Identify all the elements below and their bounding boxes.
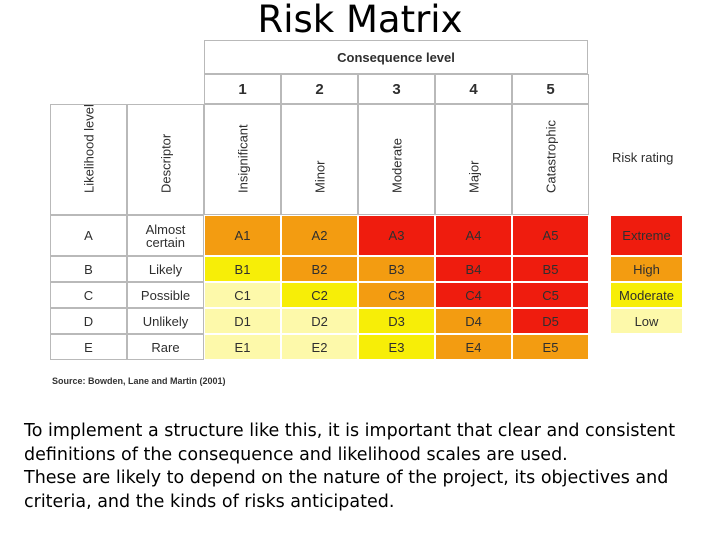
likelihood-level-C: C — [50, 282, 127, 308]
consequence-name-4: Major — [435, 104, 512, 215]
consequence-number-1: 1 — [204, 74, 281, 104]
consequence-name-3: Moderate — [358, 104, 435, 215]
matrix-cell-D4: D4 — [435, 308, 512, 334]
risk-rating-moderate: Moderate — [610, 282, 683, 308]
consequence-name-2: Minor — [281, 104, 358, 215]
body-paragraph-2: These are likely to depend on the nature… — [24, 468, 669, 512]
body-paragraph-1: To implement a structure like this, it i… — [24, 421, 676, 465]
descriptor-header-text: Descriptor — [158, 133, 173, 193]
consequence-number-4: 4 — [435, 74, 512, 104]
risk-rating-high: High — [610, 256, 683, 282]
consequence-name-3-text: Moderate — [389, 138, 404, 193]
likelihood-level-B: B — [50, 256, 127, 282]
consequence-name-5-text: Catastrophic — [543, 120, 558, 193]
consequence-number-3: 3 — [358, 74, 435, 104]
slide-title: Risk Matrix — [257, 0, 463, 41]
body-text: To implement a structure like this, it i… — [24, 420, 704, 514]
risk-rating-title: Risk rating — [612, 150, 674, 165]
descriptor-header: Descriptor — [127, 104, 204, 215]
matrix-cell-E5: E5 — [512, 334, 589, 360]
matrix-cell-A1: A1 — [204, 215, 281, 256]
descriptor-B: Likely — [127, 256, 204, 282]
matrix-cell-D3: D3 — [358, 308, 435, 334]
matrix-cell-E4: E4 — [435, 334, 512, 360]
consequence-name-1-text: Insignificant — [235, 124, 250, 193]
descriptor-E: Rare — [127, 334, 204, 360]
matrix-cell-B2: B2 — [281, 256, 358, 282]
matrix-cell-D1: D1 — [204, 308, 281, 334]
matrix-cell-B1: B1 — [204, 256, 281, 282]
matrix-cell-C5: C5 — [512, 282, 589, 308]
matrix-cell-A5: A5 — [512, 215, 589, 256]
descriptor-C: Possible — [127, 282, 204, 308]
matrix-cell-E2: E2 — [281, 334, 358, 360]
matrix-cell-C3: C3 — [358, 282, 435, 308]
source-citation: Source: Bowden, Lane and Martin (2001) — [52, 376, 226, 386]
matrix-cell-C1: C1 — [204, 282, 281, 308]
consequence-number-5: 5 — [512, 74, 589, 104]
matrix-cell-C4: C4 — [435, 282, 512, 308]
consequence-number-2: 2 — [281, 74, 358, 104]
consequence-level-header: Consequence level — [204, 40, 588, 74]
matrix-cell-C2: C2 — [281, 282, 358, 308]
matrix-cell-B4: B4 — [435, 256, 512, 282]
matrix-cell-B3: B3 — [358, 256, 435, 282]
consequence-name-4-text: Major — [466, 160, 481, 193]
consequence-name-5: Catastrophic — [512, 104, 589, 215]
matrix-cell-E3: E3 — [358, 334, 435, 360]
risk-rating-extreme: Extreme — [610, 215, 683, 256]
consequence-name-1: Insignificant — [204, 104, 281, 215]
descriptor-A: Almost certain — [127, 215, 204, 256]
likelihood-level-E: E — [50, 334, 127, 360]
matrix-cell-A3: A3 — [358, 215, 435, 256]
matrix-cell-D5: D5 — [512, 308, 589, 334]
matrix-cell-B5: B5 — [512, 256, 589, 282]
descriptor-D: Unlikely — [127, 308, 204, 334]
consequence-name-2-text: Minor — [312, 160, 327, 193]
matrix-cell-A4: A4 — [435, 215, 512, 256]
likelihood-level-A: A — [50, 215, 127, 256]
risk-rating-low: Low — [610, 308, 683, 334]
matrix-cell-A2: A2 — [281, 215, 358, 256]
likelihood-level-D: D — [50, 308, 127, 334]
likelihood-level-header-text: Likelihood level — [81, 104, 96, 193]
likelihood-level-header: Likelihood level — [50, 104, 127, 215]
matrix-cell-E1: E1 — [204, 334, 281, 360]
matrix-cell-D2: D2 — [281, 308, 358, 334]
